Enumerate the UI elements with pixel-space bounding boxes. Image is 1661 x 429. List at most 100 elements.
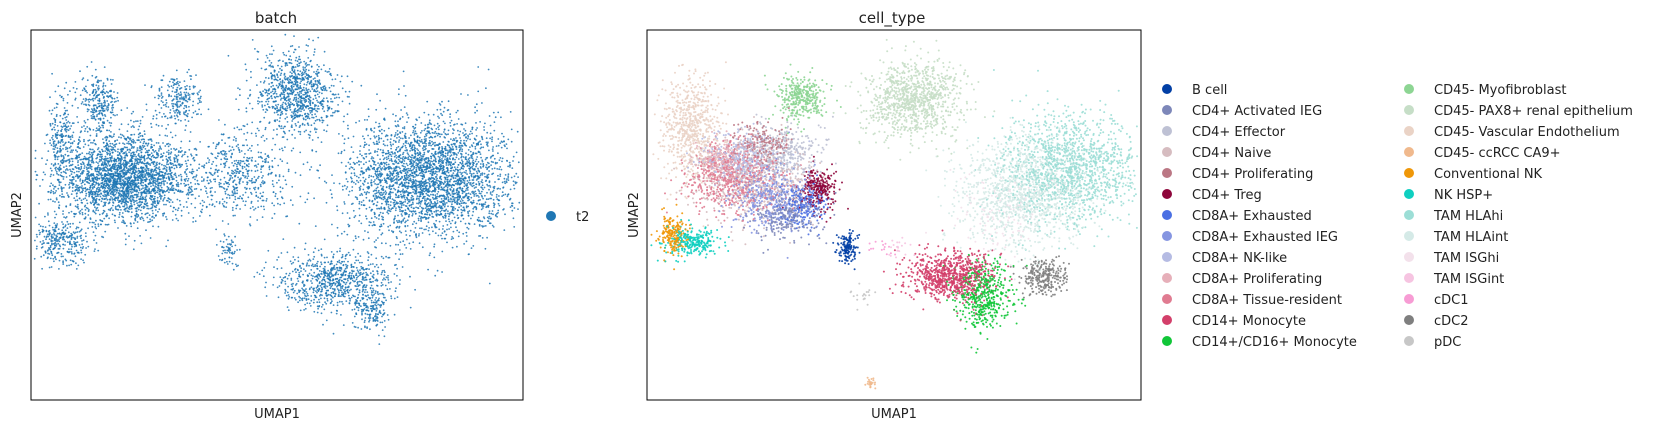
data-point: [292, 85, 295, 88]
data-point: [51, 109, 54, 112]
data-point: [392, 184, 395, 186]
data-point: [389, 204, 392, 207]
data-point: [162, 199, 165, 202]
data-point: [451, 143, 453, 146]
data-point: [456, 187, 459, 190]
data-point: [266, 57, 269, 59]
data-point: [109, 183, 112, 186]
data-point: [239, 164, 242, 167]
data-point: [198, 108, 201, 111]
data-point: [302, 163, 305, 166]
data-point: [257, 200, 259, 202]
data-point: [151, 209, 154, 212]
data-point: [118, 142, 121, 145]
data-point: [223, 183, 226, 185]
data-point: [458, 146, 461, 149]
data-point: [369, 272, 372, 275]
data-point: [50, 266, 53, 268]
data-point: [353, 315, 356, 318]
data-point: [467, 181, 470, 184]
data-point: [76, 203, 79, 206]
data-point: [83, 103, 85, 106]
data-point: [305, 87, 308, 90]
data-point: [440, 112, 442, 115]
data-point: [505, 178, 508, 181]
data-point: [503, 177, 506, 180]
data-point: [384, 144, 386, 147]
data-point: [423, 135, 426, 138]
data-point: [244, 191, 247, 194]
data-point: [382, 212, 384, 215]
data-point: [166, 135, 169, 137]
data-point: [411, 156, 413, 159]
data-point: [79, 158, 82, 161]
data-point: [380, 284, 383, 287]
data-point: [104, 104, 107, 107]
data-point: [326, 109, 329, 112]
data-point: [95, 133, 98, 135]
data-point: [304, 70, 307, 73]
data-point: [365, 127, 368, 130]
data-point: [415, 187, 418, 190]
data-point: [270, 82, 273, 84]
data-point: [403, 85, 405, 87]
data-point: [201, 180, 203, 183]
data-point: [330, 275, 333, 278]
data-point: [90, 148, 92, 151]
data-point: [451, 174, 454, 177]
data-point: [316, 68, 319, 71]
data-point: [337, 273, 340, 276]
data-point: [287, 309, 290, 312]
data-point: [496, 188, 499, 190]
data-point: [231, 262, 234, 265]
data-point: [345, 165, 347, 168]
data-point: [431, 140, 433, 143]
data-point: [284, 33, 287, 36]
data-point: [344, 171, 347, 174]
data-point: [412, 176, 415, 179]
data-point: [62, 97, 65, 100]
data-point: [393, 163, 395, 166]
data-point: [307, 259, 310, 262]
data-point: [252, 181, 255, 184]
data-point: [50, 173, 52, 176]
data-point: [465, 240, 468, 243]
data-point: [408, 242, 411, 245]
data-point: [397, 175, 400, 178]
data-point: [467, 215, 470, 217]
data-point: [337, 104, 339, 106]
data-point: [445, 174, 448, 177]
data-point: [471, 132, 473, 135]
data-point: [497, 111, 500, 114]
data-point: [477, 199, 480, 202]
data-point: [85, 199, 88, 202]
data-point: [240, 150, 243, 152]
data-point: [80, 165, 83, 168]
data-point: [114, 190, 116, 193]
data-point: [428, 136, 431, 139]
data-point: [262, 191, 265, 194]
data-point: [100, 79, 102, 82]
data-point: [491, 168, 494, 170]
data-point: [57, 129, 60, 132]
data-point: [219, 178, 222, 181]
data-point: [160, 186, 163, 189]
data-point: [331, 114, 334, 117]
data-point: [244, 186, 246, 189]
data-point: [475, 158, 478, 161]
data-point: [360, 170, 363, 173]
data-point: [228, 251, 231, 254]
data-point: [59, 174, 62, 177]
data-point: [185, 96, 187, 99]
data-point: [409, 199, 411, 202]
data-point: [238, 149, 241, 152]
data-point: [326, 299, 329, 302]
data-point: [321, 303, 324, 306]
data-point: [394, 134, 397, 136]
data-point: [62, 260, 64, 263]
data-point: [298, 273, 300, 276]
data-point: [390, 147, 392, 150]
data-point: [438, 102, 441, 105]
data-point: [98, 97, 101, 100]
data-point: [63, 87, 66, 90]
